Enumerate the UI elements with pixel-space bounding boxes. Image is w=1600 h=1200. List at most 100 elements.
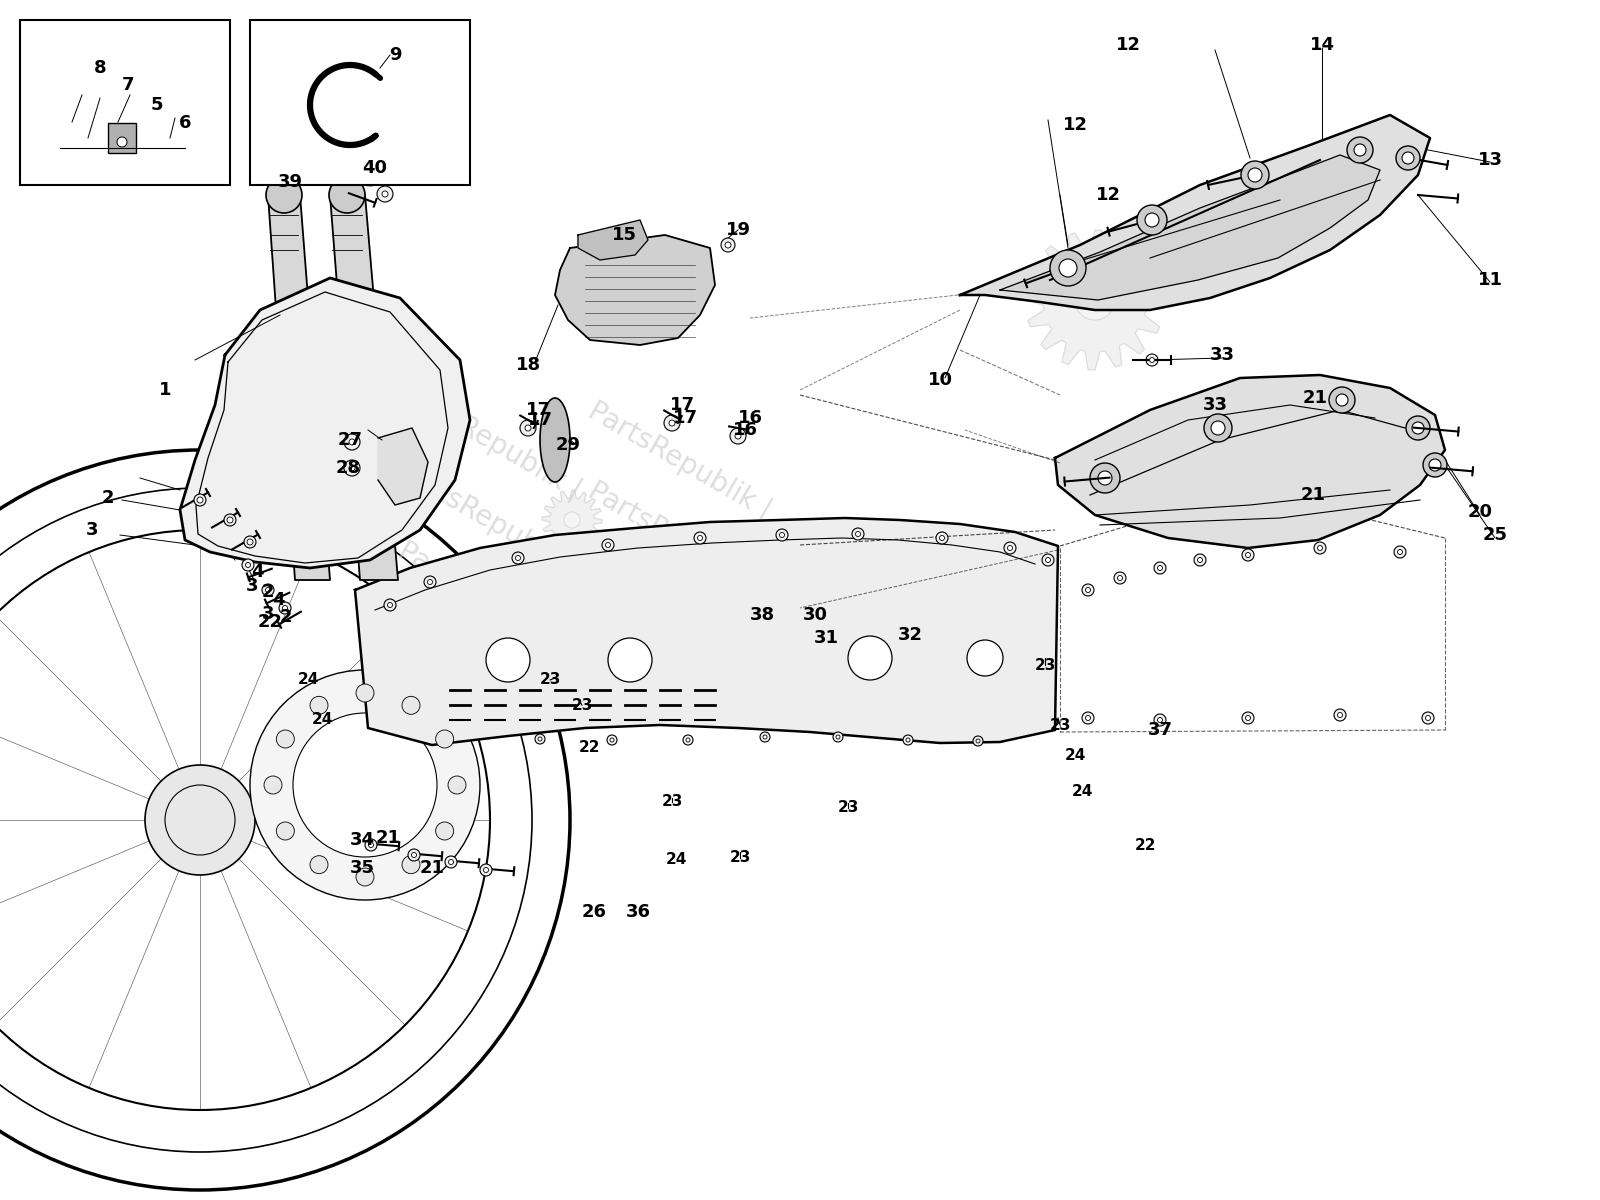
Circle shape (88, 143, 96, 151)
Polygon shape (330, 194, 398, 580)
Text: 24: 24 (666, 852, 686, 868)
Circle shape (664, 415, 680, 431)
Circle shape (368, 842, 373, 847)
Circle shape (427, 580, 432, 584)
Circle shape (1197, 558, 1203, 563)
Circle shape (486, 638, 530, 682)
Circle shape (1317, 546, 1323, 551)
Circle shape (448, 859, 453, 864)
Text: 18: 18 (515, 356, 541, 374)
Circle shape (760, 732, 770, 742)
Text: 40: 40 (363, 158, 387, 176)
Circle shape (1422, 452, 1446, 476)
Circle shape (378, 186, 394, 202)
Text: 23: 23 (730, 851, 750, 865)
Circle shape (435, 822, 454, 840)
Circle shape (1059, 259, 1077, 277)
Text: 29: 29 (555, 436, 581, 454)
Circle shape (851, 528, 864, 540)
Text: 37: 37 (1147, 721, 1173, 739)
Circle shape (856, 532, 861, 536)
Circle shape (445, 856, 458, 868)
Circle shape (293, 713, 437, 857)
Circle shape (402, 856, 419, 874)
Circle shape (246, 539, 253, 545)
Circle shape (382, 191, 387, 197)
Circle shape (344, 460, 360, 476)
Circle shape (779, 533, 784, 538)
Circle shape (538, 737, 542, 740)
Text: 3: 3 (86, 521, 98, 539)
Circle shape (1117, 576, 1123, 581)
Circle shape (197, 497, 203, 503)
Text: 14: 14 (1309, 36, 1334, 54)
Text: 23: 23 (661, 794, 683, 810)
Circle shape (330, 176, 365, 214)
Text: 24: 24 (1072, 785, 1093, 799)
Circle shape (277, 730, 294, 748)
Circle shape (686, 738, 690, 742)
Circle shape (483, 868, 488, 872)
Circle shape (262, 584, 274, 596)
Circle shape (384, 599, 397, 611)
Circle shape (1245, 715, 1251, 720)
Text: 17: 17 (669, 396, 694, 414)
Polygon shape (179, 278, 470, 568)
Text: 23: 23 (571, 697, 592, 713)
Circle shape (848, 636, 893, 680)
Circle shape (1314, 542, 1326, 554)
Text: 20: 20 (1467, 503, 1493, 521)
Circle shape (1149, 358, 1155, 362)
Circle shape (1146, 354, 1158, 366)
Circle shape (1245, 552, 1251, 558)
Text: 24: 24 (312, 713, 333, 727)
Circle shape (411, 852, 416, 858)
Circle shape (435, 730, 454, 748)
Circle shape (694, 532, 706, 544)
Circle shape (1429, 458, 1442, 470)
Circle shape (355, 684, 374, 702)
Circle shape (242, 559, 254, 571)
Text: 35: 35 (349, 859, 374, 877)
Polygon shape (555, 235, 715, 346)
Circle shape (1082, 712, 1094, 724)
Circle shape (763, 734, 766, 739)
Circle shape (1154, 714, 1166, 726)
Text: PartsRepublik |: PartsRepublik | (584, 476, 776, 604)
Circle shape (1242, 550, 1254, 560)
Circle shape (250, 670, 480, 900)
Circle shape (1008, 546, 1013, 551)
Circle shape (1090, 463, 1120, 493)
Circle shape (1242, 161, 1269, 188)
Text: 27: 27 (338, 431, 363, 449)
Text: 16: 16 (738, 409, 763, 427)
Circle shape (278, 602, 291, 614)
Circle shape (602, 539, 614, 551)
Text: 39: 39 (277, 173, 302, 191)
Circle shape (610, 738, 614, 742)
Text: 2: 2 (280, 608, 293, 626)
Text: 36: 36 (626, 902, 651, 922)
Text: 21: 21 (376, 829, 400, 847)
Circle shape (448, 776, 466, 794)
Circle shape (166, 144, 174, 152)
Text: PartsRepublik |: PartsRepublik | (394, 536, 587, 664)
Text: 15: 15 (611, 226, 637, 244)
Text: 17: 17 (525, 401, 550, 419)
Text: 28: 28 (336, 458, 360, 476)
Circle shape (365, 839, 378, 851)
Circle shape (1338, 713, 1342, 718)
Text: 38: 38 (749, 606, 774, 624)
Text: 21: 21 (1302, 389, 1328, 407)
Circle shape (1045, 558, 1051, 563)
Circle shape (1075, 280, 1115, 320)
Circle shape (1098, 470, 1112, 485)
Circle shape (1402, 152, 1414, 164)
Circle shape (722, 238, 734, 252)
Polygon shape (1000, 155, 1379, 300)
Circle shape (779, 562, 790, 574)
Text: 22: 22 (579, 740, 600, 756)
Polygon shape (378, 428, 429, 505)
Text: 21: 21 (1301, 486, 1325, 504)
Circle shape (608, 638, 653, 682)
